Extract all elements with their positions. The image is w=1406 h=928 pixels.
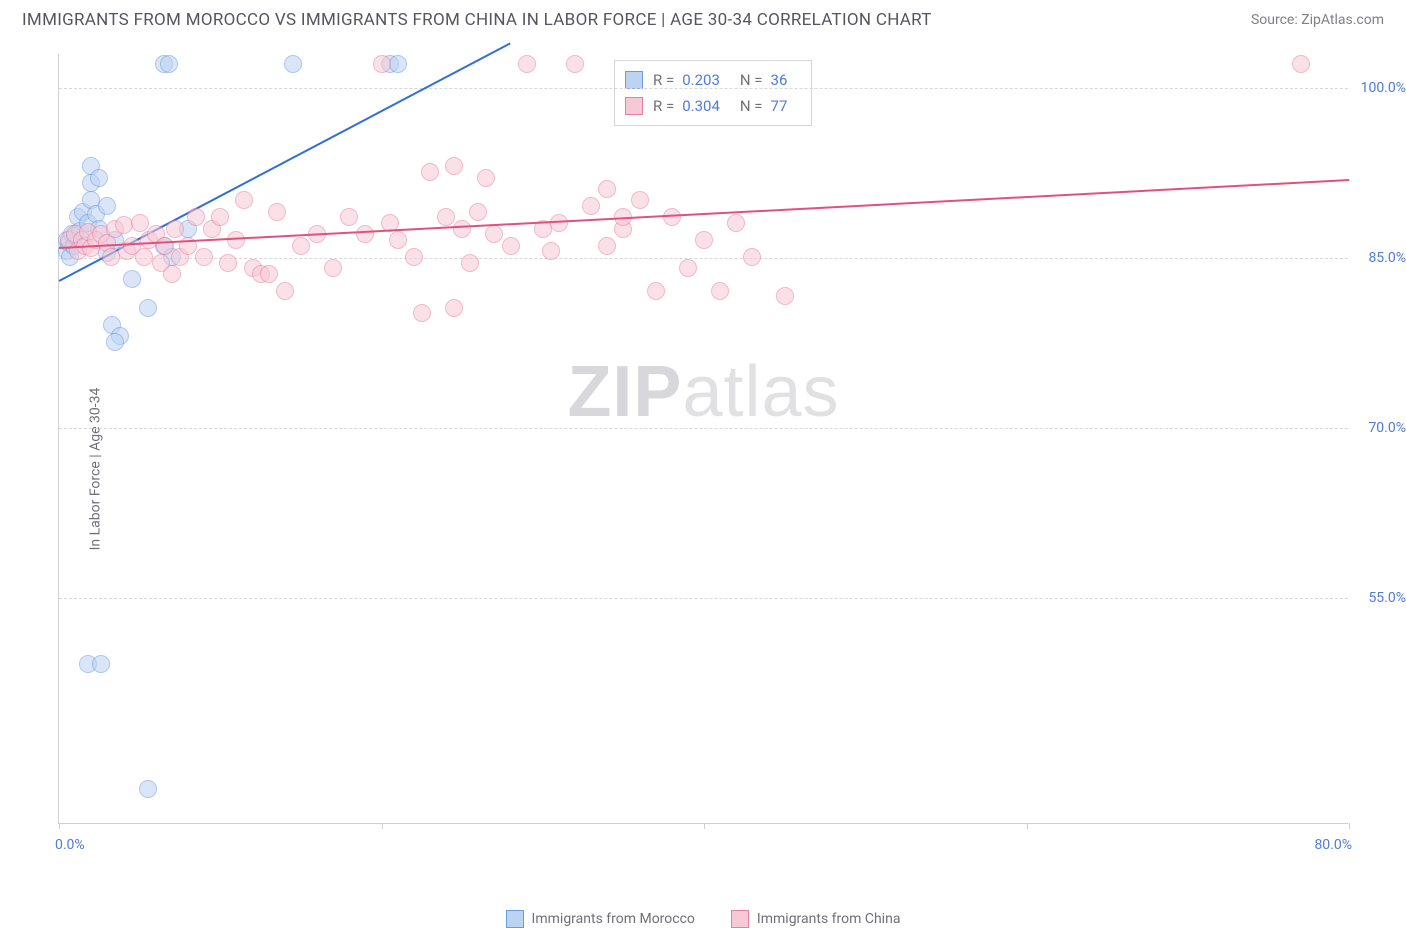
data-point <box>324 259 342 277</box>
series-legend: Immigrants from Morocco Immigrants from … <box>58 910 1348 928</box>
data-point <box>582 197 600 215</box>
data-point <box>1292 55 1310 73</box>
data-point <box>90 169 108 187</box>
data-point <box>485 225 503 243</box>
legend-swatch <box>625 97 643 115</box>
legend-swatch <box>625 71 643 89</box>
data-point <box>123 270 141 288</box>
data-point <box>437 208 455 226</box>
n-value: 77 <box>771 93 788 119</box>
gridline <box>59 598 1348 599</box>
data-point <box>469 203 487 221</box>
data-point <box>776 287 794 305</box>
data-point <box>106 333 124 351</box>
data-point <box>679 259 697 277</box>
data-point <box>631 191 649 209</box>
source-attribution: Source: ZipAtlas.com <box>1251 12 1384 28</box>
data-point <box>131 214 149 232</box>
data-point <box>647 282 665 300</box>
data-point <box>542 242 560 260</box>
data-point <box>139 299 157 317</box>
data-point <box>711 282 729 300</box>
data-point <box>598 180 616 198</box>
legend-swatch-china <box>731 910 749 928</box>
y-tick-label: 55.0% <box>1354 590 1406 606</box>
data-point <box>211 208 229 226</box>
data-point <box>160 55 178 73</box>
n-label: N = <box>740 67 763 93</box>
r-label: R = <box>653 93 674 119</box>
legend-label-morocco: Immigrants from Morocco <box>532 911 695 927</box>
correlation-legend: R = 0.203 N = 36 R = 0.304 N = 77 <box>614 60 812 126</box>
x-axis-max-label: 80.0% <box>1314 837 1352 853</box>
data-point <box>235 191 253 209</box>
data-point <box>195 248 213 266</box>
gridline <box>59 428 1348 429</box>
data-point <box>98 197 116 215</box>
data-point <box>373 55 391 73</box>
correlation-row: R = 0.304 N = 77 <box>625 93 797 119</box>
data-point <box>413 304 431 322</box>
data-point <box>743 248 761 266</box>
watermark-light: atlas <box>682 352 839 432</box>
data-point <box>187 208 205 226</box>
watermark-bold: ZIP <box>567 352 682 432</box>
y-tick-label: 100.0% <box>1354 80 1406 96</box>
r-value: 0.304 <box>682 93 720 119</box>
x-tick <box>1027 823 1028 829</box>
data-point <box>663 208 681 226</box>
x-tick <box>382 823 383 829</box>
chart-title: IMMIGRANTS FROM MOROCCO VS IMMIGRANTS FR… <box>22 10 932 30</box>
legend-label-china: Immigrants from China <box>757 911 901 927</box>
x-tick <box>1349 823 1350 829</box>
data-point <box>502 237 520 255</box>
data-point <box>477 169 495 187</box>
x-tick <box>704 823 705 829</box>
gridline <box>59 88 1348 89</box>
data-point <box>356 225 374 243</box>
data-point <box>566 55 584 73</box>
n-value: 36 <box>771 67 788 93</box>
chart-container: In Labor Force | Age 30-34 ZIPatlas R =0… <box>0 46 1406 892</box>
data-point <box>219 254 237 272</box>
watermark: ZIPatlas <box>567 351 839 433</box>
n-label: N = <box>740 93 763 119</box>
x-tick <box>59 823 60 829</box>
data-point <box>461 254 479 272</box>
data-point <box>695 231 713 249</box>
data-point <box>166 220 184 238</box>
data-point <box>445 299 463 317</box>
data-point <box>727 214 745 232</box>
x-axis-min-label: 0.0% <box>55 837 85 853</box>
data-point <box>163 265 181 283</box>
data-point <box>389 55 407 73</box>
data-point <box>598 237 616 255</box>
data-point <box>340 208 358 226</box>
data-point <box>518 55 536 73</box>
data-point <box>139 780 157 798</box>
data-point <box>453 220 471 238</box>
data-point <box>445 157 463 175</box>
data-point <box>389 231 407 249</box>
chart-header: IMMIGRANTS FROM MOROCCO VS IMMIGRANTS FR… <box>0 0 1406 36</box>
data-point <box>92 655 110 673</box>
data-point <box>115 216 133 234</box>
y-tick-label: 85.0% <box>1354 250 1406 266</box>
data-point <box>421 163 439 181</box>
legend-item-morocco: Immigrants from Morocco <box>506 910 695 928</box>
data-point <box>268 203 286 221</box>
r-label: R = <box>653 67 674 93</box>
correlation-row: R = 0.203 N = 36 <box>625 67 797 93</box>
r-value: 0.203 <box>682 67 720 93</box>
legend-swatch-morocco <box>506 910 524 928</box>
data-point <box>405 248 423 266</box>
plot-area: ZIPatlas R =0.203N =36R =0.304N =77 0.0%… <box>58 54 1348 824</box>
data-point <box>284 55 302 73</box>
legend-item-china: Immigrants from China <box>731 910 901 928</box>
data-point <box>292 237 310 255</box>
data-point <box>276 282 294 300</box>
y-tick-label: 70.0% <box>1354 420 1406 436</box>
data-point <box>260 265 278 283</box>
